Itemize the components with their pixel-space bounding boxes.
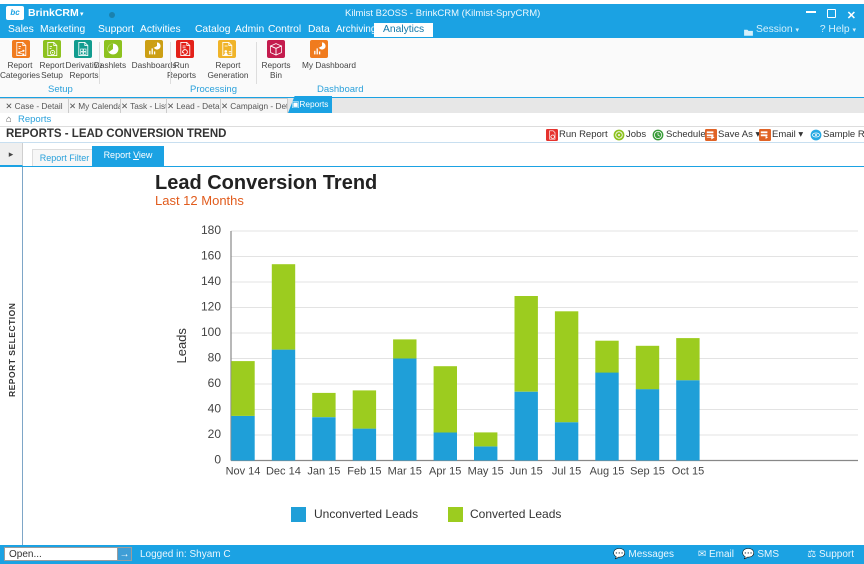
svg-text:Apr 15: Apr 15 — [429, 466, 461, 478]
svg-text:Dec 14: Dec 14 — [266, 466, 301, 478]
svg-text:Jul 15: Jul 15 — [552, 466, 581, 478]
svg-text:60: 60 — [208, 376, 222, 390]
svg-text:Mar 15: Mar 15 — [388, 466, 422, 478]
svg-text:140: 140 — [201, 274, 221, 288]
svg-text:Jun 15: Jun 15 — [510, 466, 543, 478]
svg-text:80: 80 — [208, 351, 222, 365]
svg-text:Nov 14: Nov 14 — [226, 466, 261, 478]
svg-text:20: 20 — [208, 427, 222, 441]
svg-text:120: 120 — [201, 300, 221, 314]
svg-text:Jan 15: Jan 15 — [307, 466, 340, 478]
svg-text:Feb 15: Feb 15 — [347, 466, 381, 478]
svg-text:Aug 15: Aug 15 — [590, 466, 625, 478]
svg-text:Sep 15: Sep 15 — [630, 466, 665, 478]
svg-text:Oct 15: Oct 15 — [672, 466, 704, 478]
svg-text:May 15: May 15 — [468, 466, 504, 478]
svg-text:160: 160 — [201, 249, 221, 263]
svg-text:40: 40 — [208, 402, 222, 416]
svg-text:100: 100 — [201, 325, 221, 339]
svg-text:0: 0 — [214, 453, 221, 467]
svg-text:Leads: Leads — [174, 328, 189, 364]
svg-text:180: 180 — [201, 223, 221, 237]
